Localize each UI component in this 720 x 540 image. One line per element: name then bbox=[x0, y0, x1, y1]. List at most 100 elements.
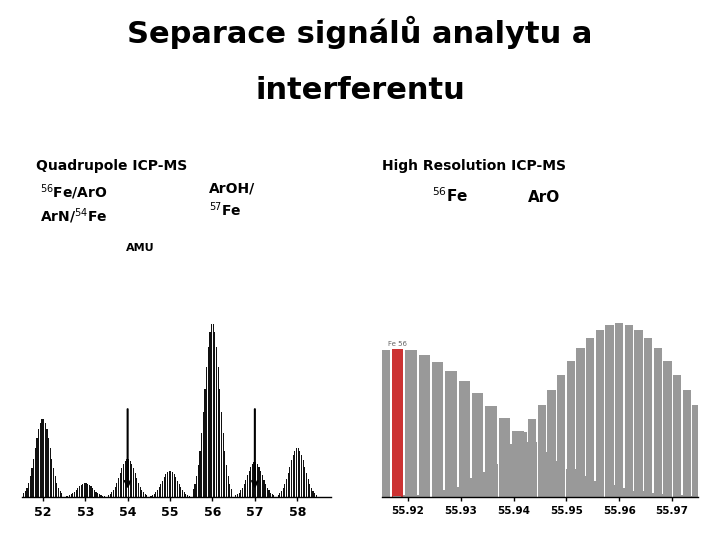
Bar bbox=[203, 411, 204, 497]
Bar bbox=[50, 448, 51, 497]
Bar bbox=[311, 488, 312, 497]
Bar bbox=[351, 362, 363, 497]
Bar bbox=[113, 490, 114, 497]
Text: $^{56}$Fe: $^{56}$Fe bbox=[432, 187, 468, 206]
Bar bbox=[154, 494, 155, 497]
Bar bbox=[126, 459, 127, 497]
Bar bbox=[634, 329, 643, 497]
Bar bbox=[108, 495, 109, 497]
Bar bbox=[552, 461, 564, 497]
Bar bbox=[172, 472, 173, 497]
Bar bbox=[77, 488, 78, 497]
Bar bbox=[301, 455, 302, 497]
Text: interferentu: interferentu bbox=[255, 76, 465, 105]
Bar bbox=[281, 491, 282, 497]
Bar bbox=[338, 370, 350, 497]
Bar bbox=[526, 442, 537, 497]
Bar bbox=[595, 329, 604, 497]
Bar bbox=[325, 381, 336, 497]
Bar bbox=[191, 481, 202, 497]
Bar bbox=[182, 490, 183, 497]
Bar bbox=[53, 468, 54, 497]
Bar bbox=[451, 487, 459, 497]
Bar bbox=[266, 488, 268, 497]
Bar bbox=[441, 490, 449, 497]
Bar bbox=[298, 406, 310, 497]
Bar bbox=[123, 464, 124, 497]
Bar bbox=[104, 496, 105, 497]
Bar bbox=[28, 483, 30, 497]
Bar bbox=[255, 462, 256, 497]
Bar bbox=[646, 492, 657, 497]
Bar bbox=[35, 448, 36, 497]
Bar bbox=[619, 488, 631, 497]
Bar bbox=[231, 489, 232, 497]
Bar bbox=[74, 492, 75, 497]
Bar bbox=[693, 404, 701, 497]
Bar bbox=[102, 496, 103, 497]
Bar bbox=[480, 472, 488, 497]
Bar bbox=[167, 472, 168, 497]
Bar bbox=[38, 429, 39, 497]
Bar bbox=[180, 487, 181, 497]
Bar bbox=[151, 491, 162, 497]
Bar bbox=[87, 484, 89, 497]
Bar bbox=[461, 483, 469, 497]
Bar bbox=[56, 483, 58, 497]
Bar bbox=[238, 492, 240, 497]
Bar bbox=[686, 496, 698, 497]
Text: AMU: AMU bbox=[126, 243, 155, 253]
Bar bbox=[193, 489, 194, 497]
Bar bbox=[258, 442, 269, 497]
Bar bbox=[97, 493, 98, 497]
Bar bbox=[265, 484, 266, 497]
Text: High Resolution ICP-MS: High Resolution ICP-MS bbox=[382, 159, 566, 173]
Bar bbox=[146, 495, 148, 497]
Bar bbox=[606, 325, 613, 497]
Bar bbox=[253, 462, 255, 497]
Bar bbox=[292, 455, 294, 497]
Bar bbox=[100, 495, 102, 497]
Bar bbox=[66, 496, 67, 497]
Bar bbox=[79, 487, 80, 497]
Bar bbox=[178, 485, 189, 497]
Bar bbox=[69, 495, 70, 497]
Text: $^{56}$Fe/ArO: $^{56}$Fe/ArO bbox=[40, 182, 107, 201]
Bar bbox=[312, 491, 314, 497]
Bar bbox=[45, 423, 46, 497]
Bar bbox=[271, 494, 273, 497]
Bar bbox=[422, 494, 430, 497]
Bar bbox=[208, 347, 209, 497]
Bar bbox=[445, 370, 456, 497]
Bar bbox=[490, 464, 498, 497]
Bar bbox=[262, 475, 263, 497]
Bar bbox=[157, 490, 158, 497]
Bar bbox=[125, 494, 135, 497]
Bar bbox=[702, 419, 710, 497]
Bar bbox=[672, 495, 684, 497]
Bar bbox=[485, 406, 497, 497]
Bar bbox=[365, 355, 377, 497]
Bar bbox=[283, 488, 284, 497]
Bar bbox=[33, 458, 35, 497]
Bar bbox=[199, 451, 201, 497]
Bar bbox=[228, 476, 229, 497]
Bar bbox=[82, 484, 84, 497]
Bar bbox=[89, 485, 90, 497]
Bar bbox=[125, 461, 126, 497]
Bar bbox=[459, 381, 470, 497]
Bar bbox=[235, 495, 236, 497]
Bar bbox=[111, 495, 122, 497]
Bar bbox=[291, 460, 292, 497]
Bar bbox=[633, 491, 644, 497]
Bar bbox=[97, 496, 109, 497]
Bar bbox=[432, 362, 444, 497]
Bar bbox=[240, 490, 241, 497]
Bar bbox=[94, 490, 95, 497]
Bar bbox=[175, 477, 176, 497]
Bar bbox=[217, 367, 219, 497]
Bar bbox=[431, 492, 440, 497]
Bar bbox=[379, 350, 390, 497]
Text: ArN/$^{54}$Fe: ArN/$^{54}$Fe bbox=[40, 206, 107, 226]
Bar bbox=[248, 471, 250, 497]
